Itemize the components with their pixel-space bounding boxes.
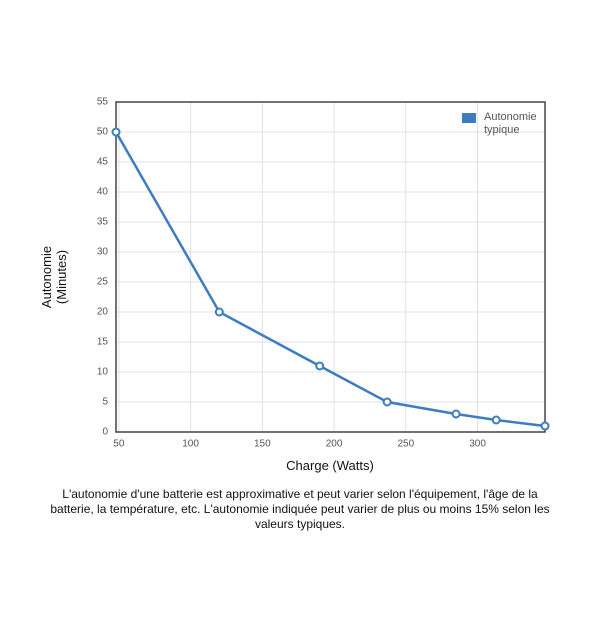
data-point (382, 397, 392, 407)
y-tick-label: 55 (97, 97, 109, 108)
data-point (315, 361, 325, 371)
y-tick-label: 40 (97, 187, 109, 198)
data-point (111, 127, 121, 137)
x-tick-label: 300 (469, 439, 486, 450)
legend-label: Autonomie typique (484, 111, 537, 136)
y-tick-label: 35 (97, 217, 109, 228)
y-tick-label: 50 (97, 127, 109, 138)
x-tick-label: 100 (182, 439, 199, 450)
x-axis-label: Charge (Watts) (286, 458, 374, 473)
data-point (451, 409, 461, 419)
y-tick-label: 30 (97, 247, 109, 258)
data-point (491, 415, 501, 425)
y-tick-label: 5 (102, 397, 108, 408)
caption: L'autonomie d'une batterie est approxima… (50, 487, 550, 531)
legend-swatch (462, 113, 476, 123)
x-tick-label: 50 (113, 439, 125, 450)
plot-frame (115, 101, 546, 433)
x-tick-label: 150 (254, 439, 271, 450)
y-tick-label: 15 (97, 337, 109, 348)
data-line (114, 131, 546, 428)
y-tick-label: 20 (97, 307, 109, 318)
y-tick-label: 25 (97, 277, 109, 288)
y-tick-label: 10 (97, 367, 109, 378)
y-axis-label: Autonomie (Minutes) (39, 245, 69, 309)
y-tick-label: 0 (102, 427, 108, 438)
x-tick-label: 200 (326, 439, 343, 450)
data-point (214, 307, 224, 317)
data-point (540, 421, 550, 431)
x-tick-label: 250 (397, 439, 414, 450)
y-tick-label: 45 (97, 157, 109, 168)
